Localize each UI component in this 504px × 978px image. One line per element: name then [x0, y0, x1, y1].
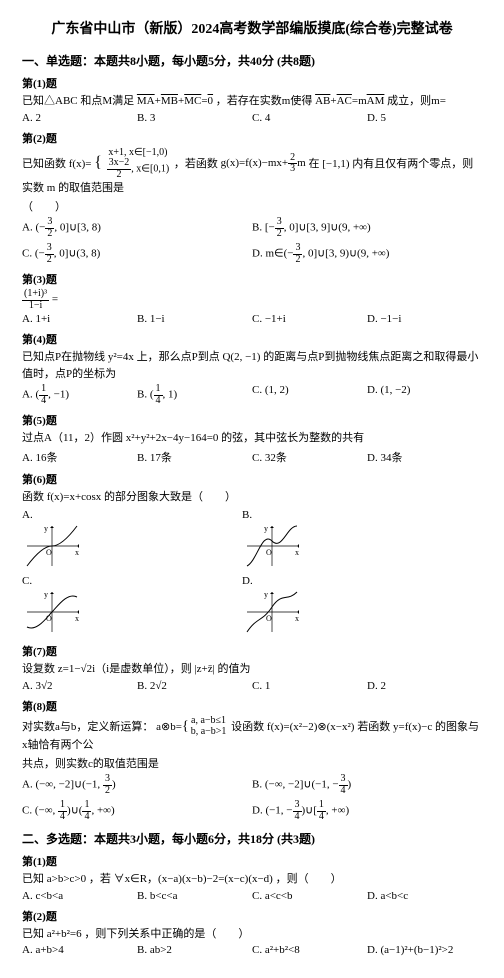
q4-C: C. (1, 2): [252, 384, 367, 406]
q9-num: 第(1)题: [22, 853, 482, 869]
q9-B: B. b<c<a: [137, 890, 252, 902]
q2-C: C. (−32, 0]∪(3, 8): [22, 243, 252, 265]
q6-D-graph: x y O: [242, 587, 302, 637]
svg-text:y: y: [44, 590, 48, 599]
q3-choices: A. 1+i B. 1−i C. −1+i D. −1−i: [22, 313, 482, 325]
q6-A-box: A. x y O: [22, 509, 82, 571]
svg-text:x: x: [75, 614, 79, 623]
svg-text:y: y: [44, 524, 48, 533]
q3-num: 第(3)题: [22, 271, 482, 287]
q5-B: B. 17条: [137, 449, 252, 465]
q1-num: 第(1)题: [22, 75, 482, 91]
svg-text:y: y: [264, 590, 268, 599]
q1-D: D. 5: [367, 112, 482, 124]
section-2-heading: 二、多选题：本题共3小题，每小题6分，共18分 (共3题): [22, 830, 482, 847]
q7-choices: A. 3√2 B. 2√2 C. 1 D. 2: [22, 680, 482, 692]
q8-stem2: 共点，则实数c的取值范围是: [22, 756, 482, 773]
q10-stem: 已知 a²+b²=6 ，则下列关系中正确的是（ ）: [22, 926, 482, 943]
q6-D-label: D.: [242, 575, 253, 587]
page-title: 广东省中山市（新版）2024高考数学部编版摸底(综合卷)完整试卷: [22, 18, 482, 38]
q3-D: D. −1−i: [367, 313, 482, 325]
q10-num: 第(2)题: [22, 908, 482, 924]
q4-D: D. (1, −2): [367, 384, 482, 406]
q7-B: B. 2√2: [137, 680, 252, 692]
q5-stem: 过点A（11，2）作圆 x²+y²+2x−4y−164=0 的弦，其中弦长为整数…: [22, 430, 482, 447]
q2-choices-row2: C. (−32, 0]∪(3, 8) D. m∈(−32, 0]∪[3, 9)∪…: [22, 243, 482, 265]
q10-A: A. a+b>4: [22, 944, 137, 956]
q5-choices: A. 16条 B. 17条 C. 32条 D. 34条: [22, 449, 482, 465]
q6-B-box: B. x y O: [242, 509, 302, 571]
svg-text:O: O: [266, 614, 272, 623]
q9-C: C. a<c<b: [252, 890, 367, 902]
q8-stem: 对实数a与b，定义新运算： a⊗b={a, a−b≤1b, a−b>1 设函数 …: [22, 716, 482, 754]
q1-C: C. 4: [252, 112, 367, 124]
q10-D: D. (a−1)²+(b−1)²>2: [367, 944, 482, 956]
q8-A: A. (−∞, −2]∪(−1, 32): [22, 774, 252, 796]
q9-stem: 已知 a>b>c>0 ，若 ∀x∈R，(x−a)(x−b)−2=(x−c)(x−…: [22, 871, 482, 888]
q8-C: C. (−∞, 14)∪(14, +∞): [22, 800, 252, 822]
q1-choices: A. 2 B. 3 C. 4 D. 5: [22, 112, 482, 124]
q2-num: 第(2)题: [22, 130, 482, 146]
q6-stem: 函数 f(x)=x+cosx 的部分图象大致是（ ）: [22, 489, 482, 506]
q9-A: A. c<b<a: [22, 890, 137, 902]
q3-C: C. −1+i: [252, 313, 367, 325]
svg-text:O: O: [46, 548, 52, 557]
q5-A: A. 16条: [22, 449, 137, 465]
q6-A-label: A.: [22, 509, 33, 521]
q6-graphs-row2: C. x y O D. x y O: [22, 575, 482, 637]
q6-A-graph: x y O: [22, 521, 82, 571]
q3-A: A. 1+i: [22, 313, 137, 325]
q7-stem: 设复数 z=1−√2i（i是虚数单位），则 |z+z̄| 的值为: [22, 661, 482, 678]
q5-num: 第(5)题: [22, 412, 482, 428]
q4-A: A. (14, −1): [22, 384, 137, 406]
svg-text:O: O: [266, 548, 272, 557]
q6-graphs-row1: A. x y O B. x y O: [22, 509, 482, 571]
q6-B-graph: x y O: [242, 521, 302, 571]
q2-choices-row1: A. (−32, 0]∪[3, 8) B. [−32, 0]∪[3, 9]∪(9…: [22, 217, 482, 239]
q9-D: D. a<b<c: [367, 890, 482, 902]
q3-B: B. 1−i: [137, 313, 252, 325]
q4-choices: A. (14, −1) B. (14, 1) C. (1, 2) D. (1, …: [22, 384, 482, 406]
q6-num: 第(6)题: [22, 471, 482, 487]
q1-A: A. 2: [22, 112, 137, 124]
q8-B: B. (−∞, −2]∪(−1, −34): [252, 774, 482, 796]
q6-C-label: C.: [22, 575, 32, 587]
q2-blank: （ ）: [22, 199, 482, 216]
q8-D: D. (−1, −34)∪[14, +∞): [252, 800, 482, 822]
q2-B: B. [−32, 0]∪[3, 9]∪(9, +∞): [252, 217, 482, 239]
svg-text:x: x: [295, 614, 299, 623]
svg-text:y: y: [264, 524, 268, 533]
svg-text:x: x: [75, 548, 79, 557]
q7-A: A. 3√2: [22, 680, 137, 692]
q10-B: B. ab>2: [137, 944, 252, 956]
q8-choices-row2: C. (−∞, 14)∪(14, +∞) D. (−1, −34)∪[14, +…: [22, 800, 482, 822]
section-1-heading: 一、单选题：本题共8小题，每小题5分，共40分 (共8题): [22, 52, 482, 69]
q7-D: D. 2: [367, 680, 482, 692]
q3-stem: (1+i)³1−i =: [22, 289, 482, 311]
q2-stem: 已知函数 f(x)= { x+1, x∈[−1,0)3x−22, x∈[0,1)…: [22, 148, 482, 197]
q4-stem: 已知点P在抛物线 y²=4x 上，那么点P到点 Q(2, −1) 的距离与点P到…: [22, 349, 482, 382]
svg-text:x: x: [295, 548, 299, 557]
q4-B: B. (14, 1): [137, 384, 252, 406]
q6-C-box: C. xyO: [22, 575, 82, 637]
q7-C: C. 1: [252, 680, 367, 692]
q7-num: 第(7)题: [22, 643, 482, 659]
q8-num: 第(8)题: [22, 698, 482, 714]
q1-B: B. 3: [137, 112, 252, 124]
q4-num: 第(4)题: [22, 331, 482, 347]
q8-choices-row1: A. (−∞, −2]∪(−1, 32) B. (−∞, −2]∪(−1, −3…: [22, 774, 482, 796]
q2-A: A. (−32, 0]∪[3, 8): [22, 217, 252, 239]
q5-C: C. 32条: [252, 449, 367, 465]
q6-C-graph: xyO: [22, 587, 82, 637]
q1-stem: 已知△ABC 和点M满足 MA+MB+MC=0 ，若存在实数m使得 AB+AC=…: [22, 93, 482, 110]
q2-D: D. m∈(−32, 0]∪[3, 9)∪(9, +∞): [252, 243, 482, 265]
q5-D: D. 34条: [367, 449, 482, 465]
q10-choices: A. a+b>4 B. ab>2 C. a²+b²<8 D. (a−1)²+(b…: [22, 944, 482, 956]
q10-C: C. a²+b²<8: [252, 944, 367, 956]
q6-B-label: B.: [242, 509, 252, 521]
q9-choices: A. c<b<a B. b<c<a C. a<c<b D. a<b<c: [22, 890, 482, 902]
q6-D-box: D. x y O: [242, 575, 302, 637]
